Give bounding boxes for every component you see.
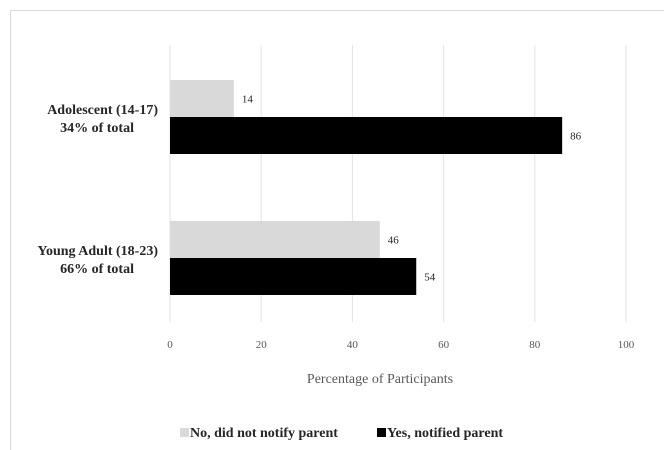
- chart-frame: [10, 10, 664, 450]
- legend: No, did not notify parent Yes, notified p…: [180, 426, 503, 441]
- bar-2-1: [170, 221, 380, 258]
- x-tick-labels: 0 20 40 60 80 100: [167, 339, 635, 351]
- bar-2-2: [170, 258, 417, 295]
- category-label-2-line2: 66% of total: [60, 262, 134, 277]
- x-tick-label-4: 80: [529, 339, 541, 351]
- data-label-2-2: 54: [424, 272, 436, 284]
- x-axis-title: Percentage of Participants: [307, 372, 453, 387]
- data-label-2-1: 46: [388, 235, 400, 247]
- data-label-1-2: 86: [570, 131, 582, 143]
- category-labels: Adolescent (14-17) 34% of total Young Adul…: [37, 103, 158, 277]
- bars: [170, 80, 563, 295]
- x-tick-label-3: 60: [438, 339, 450, 351]
- x-tick-label-5: 100: [618, 339, 635, 351]
- x-tick-label-0: 0: [167, 339, 173, 351]
- category-label-2-line1: Young Adult (18-23): [37, 244, 158, 259]
- legend-swatch-1: [180, 428, 189, 437]
- x-tick-label-1: 20: [256, 339, 268, 351]
- category-label-1-line1: Adolescent (14-17): [47, 103, 158, 118]
- bar-1-1: [170, 80, 234, 117]
- category-label-1-line2: 34% of total: [60, 121, 134, 136]
- bar-1-2: [170, 117, 563, 154]
- data-label-1-1: 14: [242, 94, 254, 106]
- data-labels: 14 86 46 54: [242, 94, 582, 284]
- legend-label-1: No, did not notify parent: [190, 426, 338, 441]
- legend-swatch-2: [377, 428, 386, 437]
- x-tick-label-2: 40: [347, 339, 359, 351]
- legend-label-2: Yes, notified parent: [387, 426, 503, 441]
